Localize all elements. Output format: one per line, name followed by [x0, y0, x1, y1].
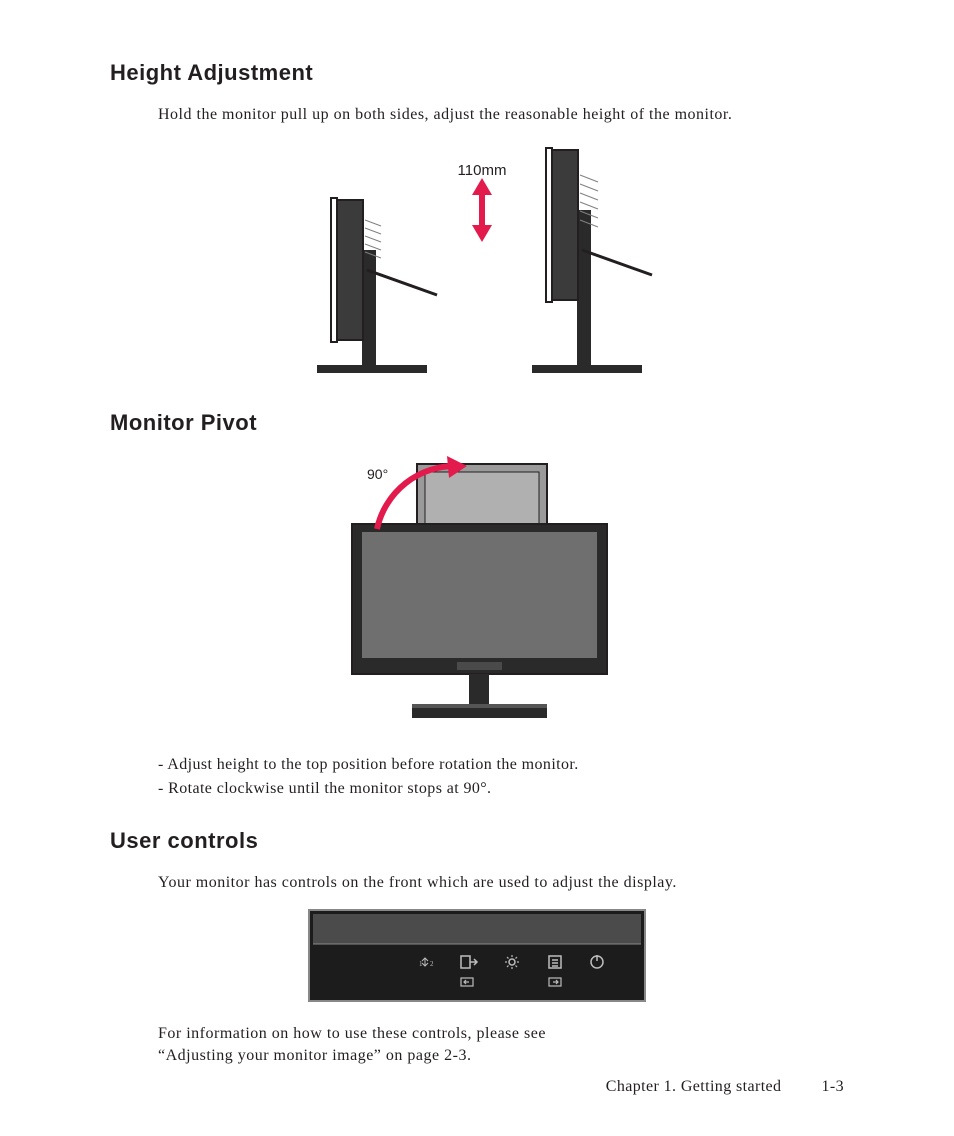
label-90deg: 90° [367, 466, 388, 482]
diagram-monitor-pivot: 90° [297, 454, 657, 734]
bullet-pivot-2: - Rotate clockwise until the monitor sto… [158, 778, 844, 800]
page-footer: Chapter 1. Getting started 1-3 [606, 1078, 844, 1096]
heading-user-controls: User controls [110, 828, 844, 854]
heading-monitor-pivot: Monitor Pivot [110, 410, 844, 436]
label-110mm: 110mm [458, 162, 507, 179]
height-arrow-icon [472, 178, 492, 242]
text-user-controls: Your monitor has controls on the front w… [158, 872, 844, 894]
note-line2: “Adjusting your monitor image” on page 2… [158, 1045, 844, 1067]
text-height-adjustment: Hold the monitor pull up on both sides, … [158, 104, 844, 126]
diagram-height-adjustment: 110mm [267, 140, 687, 390]
bullet-pivot-1: - Adjust height to the top position befo… [158, 754, 844, 776]
footer-page-number: 1-3 [821, 1078, 844, 1096]
footer-chapter: Chapter 1. Getting started [606, 1078, 782, 1096]
diagram-user-controls: 1 2 [307, 908, 647, 1003]
manual-page: Height Adjustment Hold the monitor pull … [0, 0, 954, 1136]
note-line1: For information on how to use these cont… [158, 1023, 844, 1045]
svg-text:2: 2 [430, 960, 434, 968]
heading-height-adjustment: Height Adjustment [110, 60, 844, 86]
